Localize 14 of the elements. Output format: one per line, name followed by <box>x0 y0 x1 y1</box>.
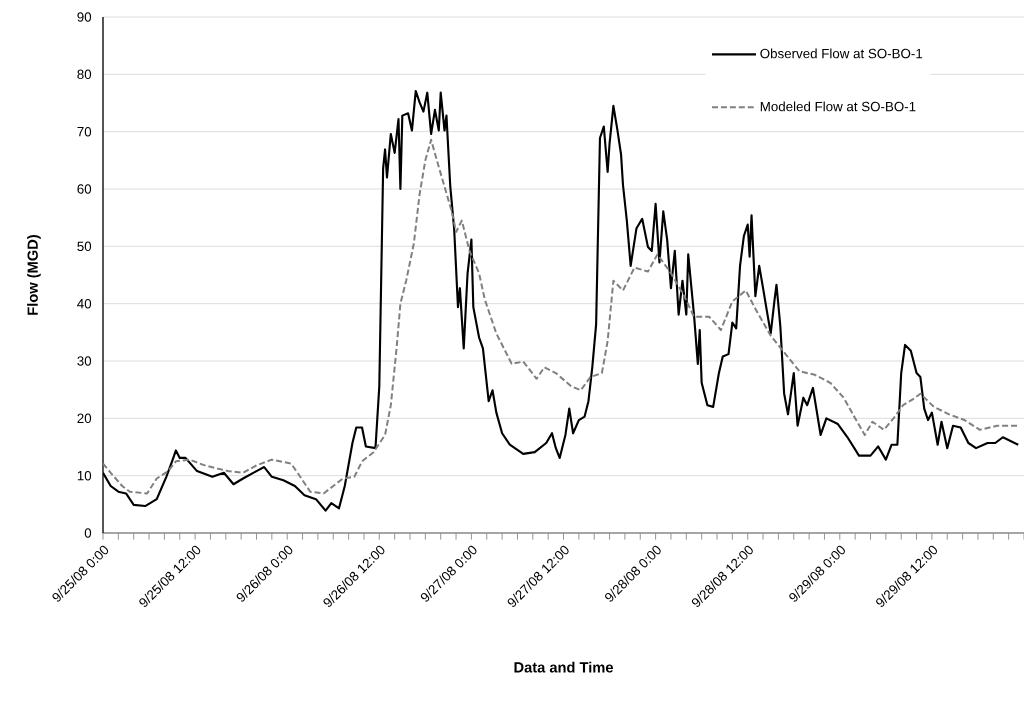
y-tick-label: 60 <box>77 184 92 194</box>
y-tick-label: 10 <box>77 470 92 481</box>
x-axis-title: Data and Time <box>514 661 613 673</box>
y-axis-title: Flow (MGD) <box>27 235 41 315</box>
y-tick-label: 70 <box>77 126 92 137</box>
y-tick-label: 30 <box>77 356 92 366</box>
legend-label: Observed Flow at SO-BO-1 <box>760 48 923 59</box>
y-tick-label: 40 <box>77 298 92 309</box>
y-tick-label: 20 <box>77 413 92 424</box>
y-tick-label: 50 <box>77 241 92 252</box>
y-tick-label: 90 <box>77 12 92 22</box>
legend-label: Modeled Flow at SO-BO-1 <box>760 101 916 112</box>
y-tick-label: 80 <box>77 69 92 80</box>
y-tick-label: 0 <box>84 528 92 538</box>
